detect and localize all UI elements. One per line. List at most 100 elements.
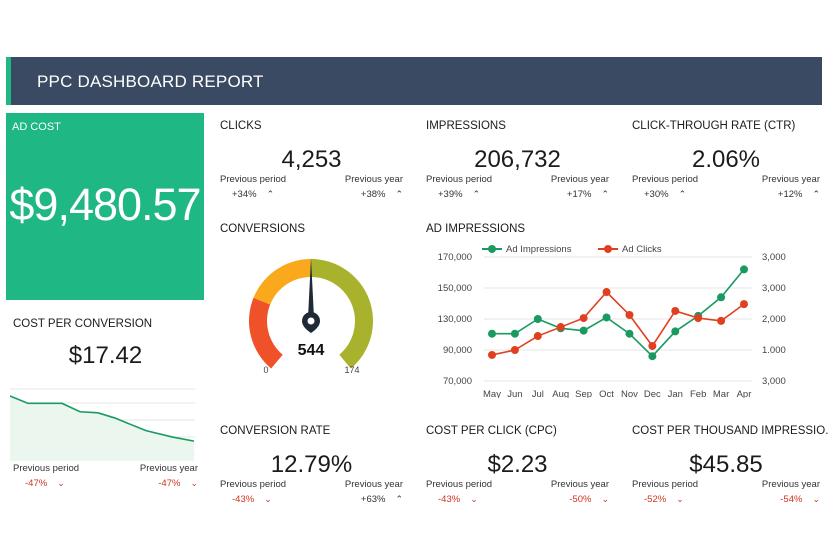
gauge-segment-high <box>311 259 373 369</box>
chevron-up-icon: ⌃ <box>678 189 687 199</box>
chevron-down-icon: ⌄ <box>57 478 65 488</box>
kpi-pp-label: Previous period <box>426 479 493 490</box>
data-point <box>625 310 634 319</box>
data-point <box>602 313 611 322</box>
kpi-title: CLICKS <box>220 120 262 132</box>
data-point <box>625 329 634 338</box>
kpi-value: 12.79% <box>270 451 353 478</box>
cpconv-value: $17.42 <box>68 342 143 369</box>
kpi-title: CLICK-THROUGH RATE (CTR) <box>632 120 796 132</box>
kpi-title: IMPRESSIONS <box>426 120 506 132</box>
chevron-up-icon: ⌃ <box>472 189 481 199</box>
right-tick-label: 2,000 <box>762 314 786 325</box>
x-tick-label: Jun <box>507 389 522 398</box>
data-point <box>648 341 657 350</box>
kpi-py-value: +63% <box>360 494 386 505</box>
x-tick-label: Aug <box>552 389 569 398</box>
data-point <box>671 306 680 315</box>
kpi-py-label: Previous year <box>344 174 403 185</box>
x-tick-label: Jan <box>668 389 683 398</box>
chevron-up-icon: ⌃ <box>266 189 275 199</box>
gauge-needle-icon <box>302 258 320 333</box>
left-tick-label: 130,000 <box>438 314 472 325</box>
chevron-down-icon: ⌄ <box>812 494 820 504</box>
kpi-value: 2.06% <box>691 146 761 173</box>
x-tick-label: Mar <box>713 389 729 398</box>
chevron-up-icon: ⌃ <box>601 189 609 199</box>
chevron-up-icon: ⌃ <box>812 189 820 199</box>
series-line-0 <box>492 268 745 358</box>
gauge-min: 0 <box>263 365 268 375</box>
kpi-py-value: +38% <box>360 189 386 200</box>
right-tick-label: 3,000 <box>762 283 786 294</box>
legend-label: Ad Clicks <box>622 244 662 255</box>
x-tick-label: May <box>483 389 501 398</box>
data-point <box>671 327 680 336</box>
chevron-down-icon: ⌄ <box>601 494 609 504</box>
ad-impressions-chart: 170,000 3,000 150,000 3,000 130,000 2,000 90,0… <box>438 244 786 398</box>
kpi-card-impressions: IMPRESSIONS 206,732 Previous period Prev… <box>426 120 609 205</box>
conversions-gauge: 544 0 174 <box>249 258 373 375</box>
data-point <box>510 346 519 354</box>
ad-impressions-card: AD IMPRESSIONS 170,000 3,000 150,000 3,000 1… <box>426 223 821 398</box>
kpi-py-value: +17% <box>566 189 592 200</box>
data-point <box>648 352 657 361</box>
data-point <box>556 323 565 332</box>
kpi-pp-value: -43% <box>438 494 461 505</box>
right-tick-label: 3,000 <box>762 376 786 387</box>
legend-marker <box>604 245 612 253</box>
kpi-pp-label: Previous period <box>426 174 493 185</box>
cpconv-sparkline <box>10 388 195 461</box>
kpi-pp-value: -43% <box>232 494 255 505</box>
data-point <box>488 350 496 359</box>
cpconv-pp-value: -47% <box>25 478 48 489</box>
chevron-down-icon: ⌄ <box>190 478 198 488</box>
kpi-pp-label: Previous period <box>220 174 287 185</box>
kpi-value: 206,732 <box>474 146 561 173</box>
x-tick-label: Sep <box>575 389 592 398</box>
kpi-pp-value: +39% <box>438 189 463 200</box>
kpi-py-label: Previous year <box>550 479 609 490</box>
kpi-pp-label: Previous period <box>632 174 699 185</box>
cpconv-py-value: -47% <box>158 478 181 489</box>
data-point <box>740 300 748 309</box>
cost-per-conversion-card: COST PER CONVERSION $17.42 Previous peri… <box>10 318 198 498</box>
kpi-pp-label: Previous period <box>220 479 287 490</box>
left-tick-label: 150,000 <box>438 283 472 294</box>
kpi-py-label: Previous year <box>550 174 609 185</box>
sparkline-area <box>10 396 194 461</box>
ad-cost-title: AD COST <box>12 121 61 133</box>
kpi-value: $45.85 <box>689 451 763 478</box>
data-point <box>579 314 588 323</box>
data-point <box>533 332 542 341</box>
conversions-title: CONVERSIONS <box>220 223 305 235</box>
conversions-card: CONVERSIONS 544 0 174 <box>220 223 405 383</box>
kpi-pp-value: -52% <box>644 494 667 505</box>
data-point <box>717 293 726 302</box>
x-tick-label: Dec <box>644 389 661 398</box>
data-point <box>717 316 726 325</box>
left-tick-label: 170,000 <box>438 252 472 263</box>
data-point <box>740 265 748 274</box>
kpi-value: 4,253 <box>281 146 342 173</box>
kpi-card-conversion-rate: CONVERSION RATE 12.79% Previous period P… <box>220 425 403 510</box>
x-tick-label: Jul <box>532 389 544 398</box>
page-title: PPC DASHBOARD REPORT <box>37 72 264 91</box>
right-tick-label: 3,000 <box>762 252 786 263</box>
left-tick-label: 90,000 <box>443 345 472 356</box>
gauge-max: 174 <box>344 365 359 375</box>
kpi-py-value: -54% <box>780 494 803 505</box>
chevron-down-icon: ⌄ <box>676 494 684 504</box>
chevron-down-icon: ⌄ <box>264 494 272 504</box>
kpi-pp-value: +30% <box>644 189 669 200</box>
cpconv-title: COST PER CONVERSION <box>13 318 153 330</box>
kpi-py-value: +12% <box>777 189 803 200</box>
legend-marker <box>488 245 496 253</box>
right-tick-label: 1.000 <box>762 345 786 356</box>
chevron-down-icon: ⌄ <box>470 494 478 504</box>
ad-cost-tile: AD COST $9,480.57 <box>6 113 204 300</box>
data-point <box>533 315 542 323</box>
data-point <box>579 326 588 335</box>
sparkline-line <box>10 395 195 442</box>
ad-impressions-title: AD IMPRESSIONS <box>426 223 526 235</box>
